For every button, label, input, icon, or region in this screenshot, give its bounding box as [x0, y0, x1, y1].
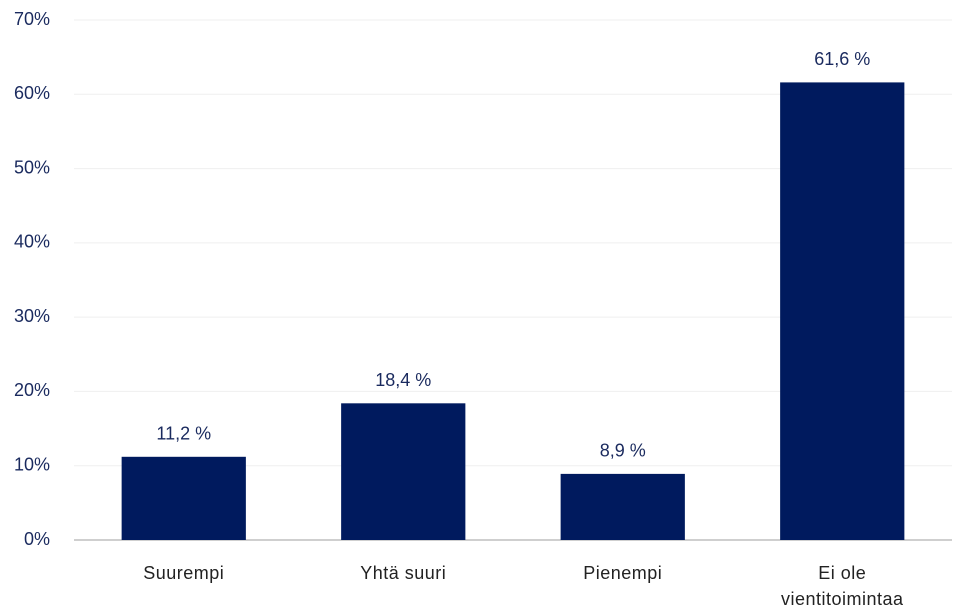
value-label: 8,9 % [600, 441, 646, 461]
value-label: 61,6 % [814, 49, 870, 69]
y-tick-label: 50% [14, 157, 50, 177]
y-tick-label: 20% [14, 380, 50, 400]
x-tick-label: Suurempi [143, 563, 225, 583]
y-tick-label: 70% [14, 9, 50, 29]
y-tick-label: 30% [14, 306, 50, 326]
y-tick-label: 0% [24, 529, 50, 549]
y-tick-label: 10% [14, 454, 50, 474]
bar [780, 82, 905, 541]
x-tick-label: Pienempi [583, 563, 663, 583]
bar [121, 456, 246, 540]
x-tick-label: Yhtä suuri [360, 563, 447, 583]
x-tick-label: Ei ole vientitoimintaa [780, 563, 904, 609]
value-label: 18,4 % [375, 370, 431, 390]
y-tick-label: 60% [14, 83, 50, 103]
y-tick-label: 40% [14, 232, 50, 252]
bar [560, 473, 685, 540]
bar [341, 403, 466, 540]
value-label: 11,2 % [156, 424, 211, 444]
